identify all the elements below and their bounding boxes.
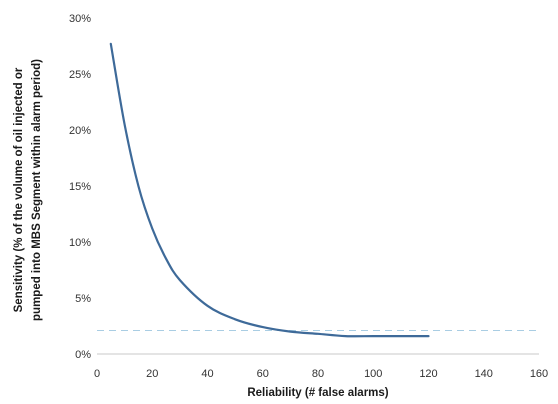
x-tick-label: 20 <box>146 368 158 380</box>
x-tick-label: 60 <box>257 368 269 380</box>
y-tick-label: 0% <box>75 349 91 361</box>
y-axis-title-line-2: pumped into MBS Segment within alarm per… <box>31 59 43 321</box>
series-group <box>109 42 430 338</box>
x-tick-label: 0 <box>94 368 100 380</box>
x-axis-title: Reliability (# false alarms) <box>247 387 388 399</box>
x-tick-label: 40 <box>201 368 213 380</box>
y-tick-label: 15% <box>69 181 91 193</box>
x-tick-label: 100 <box>364 368 382 380</box>
y-axis-title-line-1: Sensitivity (% of the volume of oil inje… <box>13 67 25 312</box>
x-tick-label: 160 <box>530 368 548 380</box>
y-tick-label: 5% <box>75 293 91 305</box>
x-tick-labels: 0 20 40 60 80 100 120 140 160 <box>94 368 548 380</box>
x-tick-label: 140 <box>475 368 493 380</box>
y-tick-label: 20% <box>69 125 91 137</box>
y-tick-labels: 0% 5% 10% 15% 20% 25% 30% <box>69 13 91 361</box>
x-tick-label: 80 <box>312 368 324 380</box>
series-line-0 <box>109 42 430 338</box>
x-tick-label: 120 <box>419 368 437 380</box>
y-tick-label: 30% <box>69 13 91 25</box>
y-tick-label: 10% <box>69 237 91 249</box>
y-tick-label: 25% <box>69 69 91 81</box>
